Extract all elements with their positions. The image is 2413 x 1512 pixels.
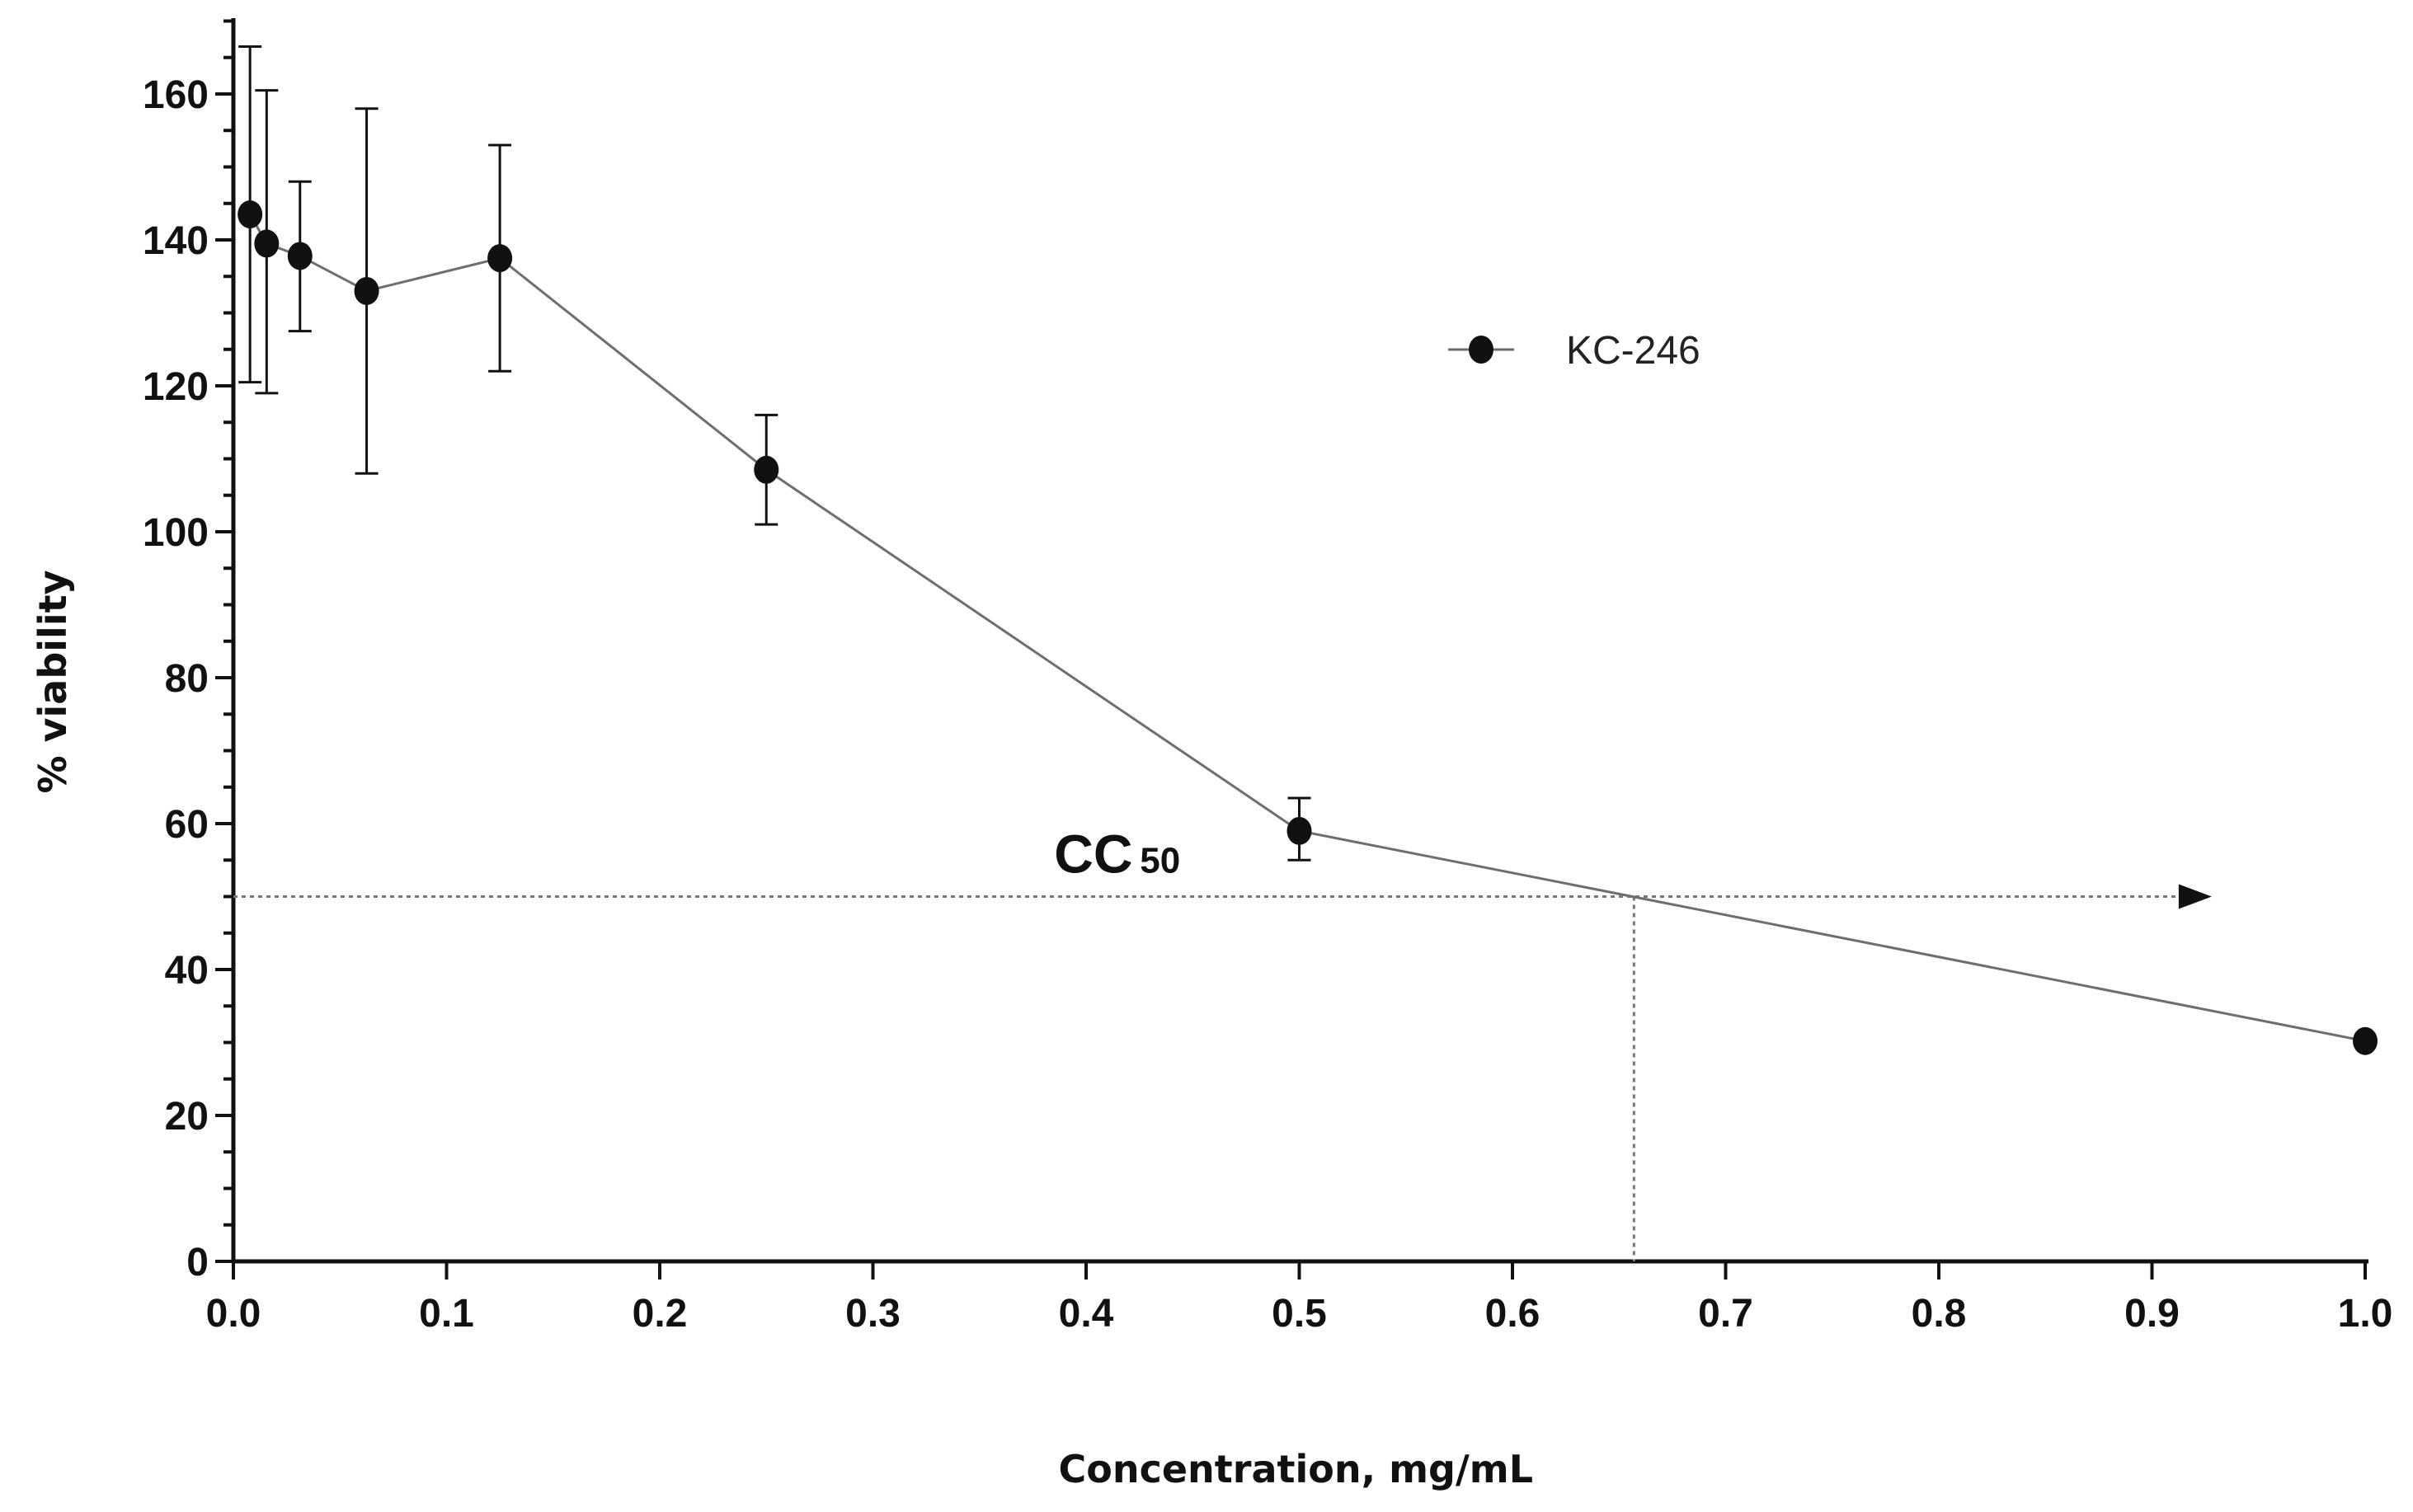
data-point — [487, 244, 513, 273]
x-tick-label: 0.2 — [633, 1292, 688, 1336]
y-tick-label: 40 — [165, 949, 209, 993]
y-tick-label: 60 — [165, 803, 209, 847]
legend-marker — [1469, 336, 1493, 364]
data-point — [354, 276, 379, 305]
cc50-subscript: 50 — [1140, 841, 1180, 881]
y-tick-label: 100 — [143, 511, 209, 555]
x-tick-label: 0.6 — [1485, 1292, 1540, 1336]
legend-label: KC-246 — [1566, 329, 1700, 373]
x-tick-label: 0.1 — [419, 1292, 474, 1336]
data-point — [1286, 816, 1312, 845]
series-line — [248, 214, 2366, 1043]
x-tick-label: 0.0 — [206, 1292, 261, 1336]
y-tick-label: 160 — [143, 73, 209, 117]
y-tick-label: 20 — [165, 1095, 209, 1139]
y-axis-title: % viability — [31, 570, 75, 793]
y-tick-label: 80 — [165, 657, 209, 701]
y-tick-label: 120 — [143, 365, 209, 409]
x-tick-label: 0.9 — [2124, 1292, 2180, 1336]
data-point — [754, 455, 779, 484]
x-tick-label: 0.5 — [1272, 1292, 1327, 1336]
data-point — [238, 200, 263, 229]
cc50-arrowhead — [2178, 884, 2212, 909]
x-tick-label: 1.0 — [2338, 1292, 2393, 1336]
cc50-label: CC — [1054, 824, 1132, 885]
data-point — [254, 229, 280, 258]
x-tick-label: 0.7 — [1698, 1292, 1753, 1336]
x-tick-label: 0.8 — [1912, 1292, 1967, 1336]
x-tick-label: 0.4 — [1059, 1292, 1114, 1336]
y-tick-label: 140 — [143, 219, 209, 263]
x-tick-label: 0.3 — [845, 1292, 901, 1336]
data-point — [287, 242, 313, 270]
y-tick-label: 0 — [186, 1241, 209, 1284]
x-axis-title: Concentration, mg/mL — [1058, 1447, 1533, 1491]
data-point — [2353, 1026, 2378, 1055]
